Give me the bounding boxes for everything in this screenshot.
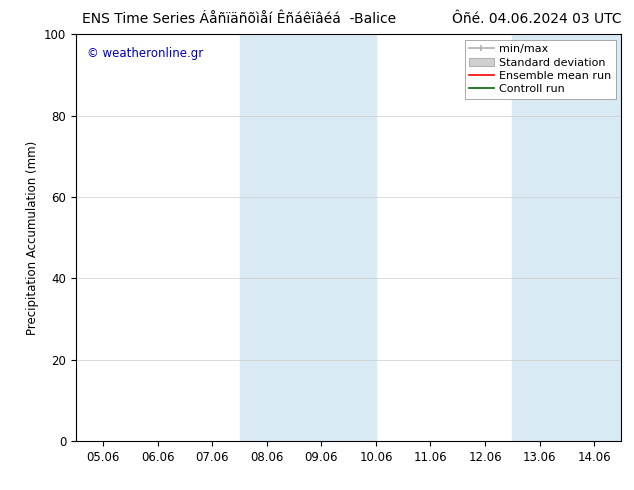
Bar	[512, 34, 621, 441]
Legend: min/max, Standard deviation, Ensemble mean run, Controll run: min/max, Standard deviation, Ensemble me…	[465, 40, 616, 99]
Text: Ôñé. 04.06.2024 03 UTC: Ôñé. 04.06.2024 03 UTC	[451, 12, 621, 26]
Y-axis label: Precipitation Accumulation (mm): Precipitation Accumulation (mm)	[25, 141, 39, 335]
Bar	[240, 34, 376, 441]
Text: © weatheronline.gr: © weatheronline.gr	[87, 47, 204, 59]
Text: ENS Time Series Áåñïäñõìåí Êñáêïâéá  -Balice: ENS Time Series Áåñïäñõìåí Êñáêïâéá -Bal…	[82, 12, 396, 26]
